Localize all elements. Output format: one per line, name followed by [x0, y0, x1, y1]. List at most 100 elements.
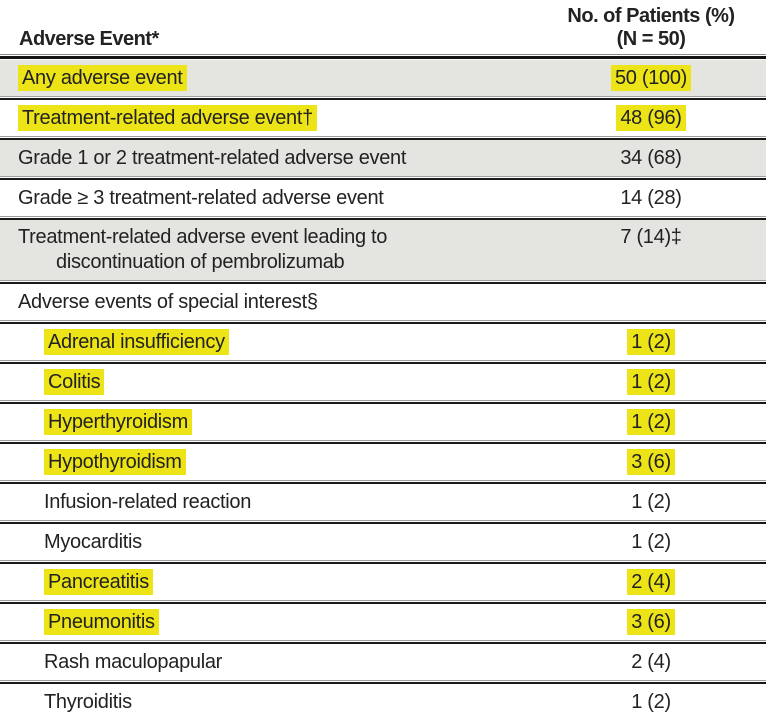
highlighted-text: Colitis — [44, 368, 105, 395]
row-value: 1 (2) — [536, 328, 766, 355]
highlighted-text: 1 (2) — [627, 368, 675, 395]
highlighted-text: 1 (2) — [627, 328, 675, 355]
header-patients-line1: No. of Patients (%) — [567, 5, 735, 27]
table-row: Colitis 1 (2) — [0, 364, 766, 400]
section-label-text: Adverse events of special interest§ — [18, 290, 318, 313]
row-label: Infusion-related reaction — [0, 490, 536, 515]
table-row: Pneumonitis 3 (6) — [0, 604, 766, 640]
row-label: Pancreatitis — [0, 568, 536, 595]
row-label: Any adverse event — [0, 64, 536, 91]
highlighted-text: Adrenal insufficiency — [44, 328, 229, 355]
row-divider — [0, 480, 766, 484]
header-rule — [0, 54, 766, 60]
row-label-text-line2: discontinuation of pembrolizumab — [56, 251, 345, 273]
row-label: Rash maculopapular — [0, 650, 536, 675]
row-label-text: Grade ≥ 3 treatment-related adverse even… — [18, 186, 384, 209]
table-row: Hypothyroidism 3 (6) — [0, 444, 766, 480]
row-label-text: Myocarditis — [44, 530, 142, 553]
row-value: 2 (4) — [536, 568, 766, 595]
table-row: Infusion-related reaction 1 (2) — [0, 484, 766, 520]
row-divider — [0, 280, 766, 284]
row-value: 1 (2) — [536, 408, 766, 435]
row-value-text: 2 (4) — [631, 650, 671, 673]
header-no-of-patients: No. of Patients (%) (N = 50) — [536, 5, 766, 51]
table-row: Rash maculopapular 2 (4) — [0, 644, 766, 680]
row-value-text: 1 (2) — [631, 530, 671, 553]
row-divider — [0, 600, 766, 604]
row-label: Pneumonitis — [0, 608, 536, 635]
row-value-text: 7 (14)‡ — [620, 226, 682, 248]
row-divider — [0, 640, 766, 644]
table-section-row: Adverse events of special interest§ — [0, 284, 766, 320]
header-patients-line2: (N = 50) — [616, 28, 686, 50]
row-divider — [0, 96, 766, 100]
row-label: Treatment-related adverse event† — [0, 104, 536, 131]
row-value: 1 (2) — [536, 530, 766, 555]
row-value: 34 (68) — [536, 146, 766, 171]
row-divider — [0, 680, 766, 684]
row-value: 1 (2) — [536, 368, 766, 395]
row-label: Hyperthyroidism — [0, 408, 536, 435]
section-label: Adverse events of special interest§ — [0, 290, 536, 315]
table-row: Myocarditis 1 (2) — [0, 524, 766, 560]
highlighted-text: 2 (4) — [627, 568, 675, 595]
row-value-text: 1 (2) — [631, 490, 671, 513]
row-value: 14 (28) — [536, 186, 766, 211]
highlighted-text: 48 (96) — [616, 104, 686, 131]
table-header-row: Adverse Event* No. of Patients (%) (N = … — [0, 2, 766, 54]
table-row: Treatment-related adverse event leading … — [0, 220, 766, 280]
row-divider — [0, 136, 766, 140]
row-value: 3 (6) — [536, 448, 766, 475]
row-divider — [0, 360, 766, 364]
table-row: Thyroiditis 1 (2) — [0, 684, 766, 720]
row-value: 50 (100) — [536, 64, 766, 91]
highlighted-text: Hypothyroidism — [44, 448, 186, 475]
row-value-text: 14 (28) — [620, 186, 682, 209]
table-row: Any adverse event 50 (100) — [0, 60, 766, 96]
highlighted-text: Hyperthyroidism — [44, 408, 192, 435]
row-divider — [0, 320, 766, 324]
highlighted-text: Any adverse event — [18, 64, 187, 91]
highlighted-text: Pancreatitis — [44, 568, 153, 595]
row-label: Grade ≥ 3 treatment-related adverse even… — [0, 186, 536, 211]
row-value-text: 1 (2) — [631, 690, 671, 713]
row-label-text: Thyroiditis — [44, 690, 132, 713]
row-label: Grade 1 or 2 treatment-related adverse e… — [0, 146, 536, 171]
row-value: 48 (96) — [536, 104, 766, 131]
row-value: 1 (2) — [536, 690, 766, 715]
row-divider — [0, 400, 766, 404]
highlighted-text: 50 (100) — [610, 64, 692, 91]
table-row: Grade ≥ 3 treatment-related adverse even… — [0, 180, 766, 216]
row-label-text: Grade 1 or 2 treatment-related adverse e… — [18, 146, 407, 169]
row-value-text: 34 (68) — [620, 146, 682, 169]
row-value: 1 (2) — [536, 490, 766, 515]
table-row: Hyperthyroidism 1 (2) — [0, 404, 766, 440]
row-label: Treatment-related adverse event leading … — [0, 225, 536, 275]
highlighted-text: 1 (2) — [627, 408, 675, 435]
header-adverse-event: Adverse Event* — [19, 28, 159, 50]
table-row: Adrenal insufficiency 1 (2) — [0, 324, 766, 360]
row-value: 2 (4) — [536, 650, 766, 675]
row-value: 7 (14)‡ — [536, 225, 766, 250]
row-divider — [0, 520, 766, 524]
row-label: Hypothyroidism — [0, 448, 536, 475]
row-label-text: Rash maculopapular — [44, 650, 223, 673]
table-row: Pancreatitis 2 (4) — [0, 564, 766, 600]
highlighted-text: 3 (6) — [627, 448, 675, 475]
row-label-text: Treatment-related adverse event leading … — [18, 226, 388, 248]
highlighted-text: Treatment-related adverse event† — [18, 104, 317, 131]
row-divider — [0, 560, 766, 564]
row-label-text: Infusion-related reaction — [44, 490, 252, 513]
row-label: Adrenal insufficiency — [0, 328, 536, 355]
row-label: Myocarditis — [0, 530, 536, 555]
row-value: 3 (6) — [536, 608, 766, 635]
table-row: Grade 1 or 2 treatment-related adverse e… — [0, 140, 766, 176]
highlighted-text: 3 (6) — [627, 608, 675, 635]
table-row: Treatment-related adverse event† 48 (96) — [0, 100, 766, 136]
highlighted-text: Pneumonitis — [44, 608, 159, 635]
row-divider — [0, 176, 766, 180]
row-label: Colitis — [0, 368, 536, 395]
row-divider — [0, 440, 766, 444]
